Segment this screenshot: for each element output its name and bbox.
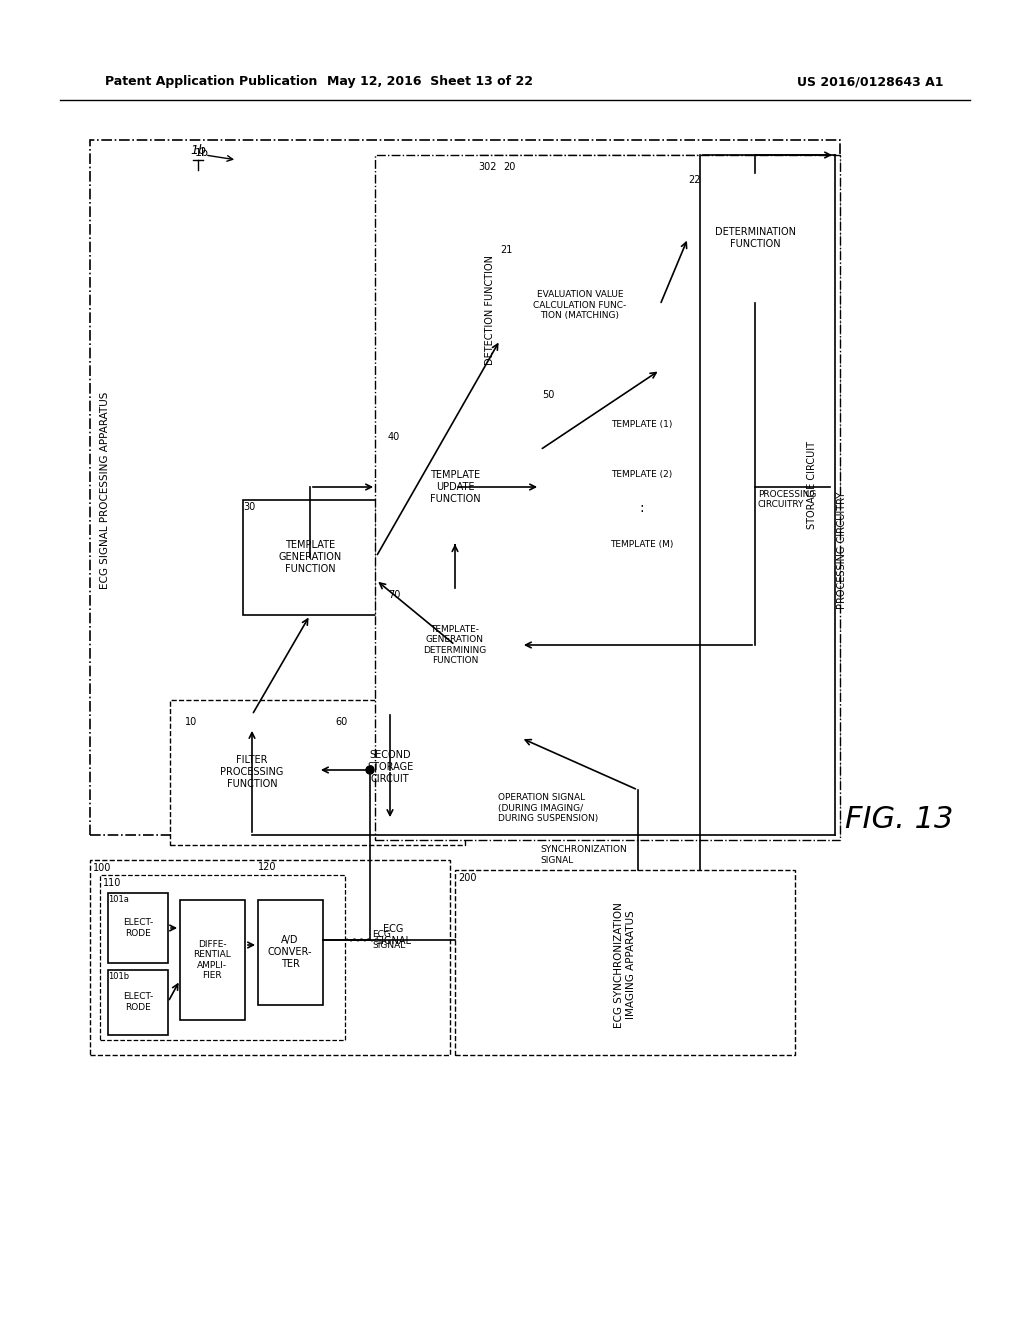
Text: TEMPLATE (2): TEMPLATE (2): [611, 470, 673, 479]
Text: 70: 70: [388, 590, 400, 601]
Text: 1b: 1b: [190, 144, 206, 157]
Text: TEMPLATE (1): TEMPLATE (1): [611, 420, 673, 429]
Text: OPERATION SIGNAL
(DURING IMAGING/
DURING SUSPENSION): OPERATION SIGNAL (DURING IMAGING/ DURING…: [498, 793, 598, 822]
Text: ELECT-
RODE: ELECT- RODE: [123, 993, 154, 1011]
Text: EVALUATION VALUE
CALCULATION FUNC-
TION (MATCHING): EVALUATION VALUE CALCULATION FUNC- TION …: [534, 290, 627, 319]
Bar: [170, 700, 465, 845]
Text: STORAGE CIRCUIT: STORAGE CIRCUIT: [807, 441, 817, 529]
Text: 101a: 101a: [108, 895, 129, 904]
Bar: [335, 715, 445, 820]
Text: 110: 110: [103, 878, 122, 888]
Text: 50: 50: [542, 389, 554, 400]
Text: ELECT-
RODE: ELECT- RODE: [123, 919, 154, 937]
Bar: [375, 154, 840, 840]
Text: ECG SIGNAL PROCESSING APPARATUS: ECG SIGNAL PROCESSING APPARATUS: [100, 391, 110, 589]
Bar: [388, 587, 521, 704]
Text: TEMPLATE-
GENERATION
DETERMINING
FUNCTION: TEMPLATE- GENERATION DETERMINING FUNCTIO…: [423, 624, 486, 665]
Text: A/D
CONVER-
TER: A/D CONVER- TER: [267, 936, 312, 969]
Bar: [108, 894, 168, 964]
Text: PROCESSING
CIRCUITRY: PROCESSING CIRCUITRY: [758, 490, 816, 510]
Text: Patent Application Publication: Patent Application Publication: [105, 75, 317, 88]
Text: 302: 302: [478, 162, 497, 172]
Text: ECG
SIGNAL: ECG SIGNAL: [375, 924, 411, 946]
Text: 40: 40: [388, 432, 400, 442]
Bar: [555, 455, 730, 492]
Bar: [555, 525, 730, 564]
Bar: [478, 154, 836, 450]
Bar: [185, 715, 318, 830]
Text: 200: 200: [458, 873, 476, 883]
Text: 22: 22: [688, 176, 700, 185]
Bar: [258, 900, 323, 1005]
Text: 1b: 1b: [195, 148, 209, 158]
Text: 20: 20: [503, 162, 515, 172]
Bar: [500, 243, 660, 368]
Text: :: :: [640, 502, 644, 515]
Text: 100: 100: [93, 863, 112, 873]
Text: TEMPLATE
UPDATE
FUNCTION: TEMPLATE UPDATE FUNCTION: [430, 470, 480, 504]
Text: ECG
SIGNAL: ECG SIGNAL: [372, 931, 406, 949]
Text: 101b: 101b: [108, 972, 129, 981]
Text: 120: 120: [258, 862, 276, 873]
Text: DIFFE-
RENTIAL
AMPLI-
FIER: DIFFE- RENTIAL AMPLI- FIER: [194, 940, 230, 979]
Text: ECG SYNCHRONIZATION
IMAGING APPARATUS: ECG SYNCHRONIZATION IMAGING APPARATUS: [614, 902, 636, 1028]
Text: 21: 21: [500, 246, 512, 255]
Text: 60: 60: [335, 717, 347, 727]
Text: FIG. 13: FIG. 13: [845, 805, 953, 834]
Bar: [100, 875, 345, 1040]
Bar: [688, 173, 823, 304]
Bar: [90, 861, 450, 1055]
Bar: [90, 140, 840, 836]
Bar: [243, 500, 376, 615]
Bar: [388, 430, 521, 545]
Text: 30: 30: [243, 502, 255, 512]
Text: SYNCHRONIZATION
SIGNAL: SYNCHRONIZATION SIGNAL: [540, 845, 627, 865]
Text: DETECTION FUNCTION: DETECTION FUNCTION: [485, 255, 495, 366]
Text: SECOND
STORAGE
CIRCUIT: SECOND STORAGE CIRCUIT: [367, 750, 413, 784]
Text: PROCESSING CIRCUITRY: PROCESSING CIRCUITRY: [837, 491, 847, 609]
Text: TEMPLATE (M): TEMPLATE (M): [610, 540, 674, 549]
Text: US 2016/0128643 A1: US 2016/0128643 A1: [797, 75, 943, 88]
Bar: [455, 870, 795, 1055]
Bar: [180, 900, 245, 1020]
Bar: [540, 385, 825, 585]
Text: May 12, 2016  Sheet 13 of 22: May 12, 2016 Sheet 13 of 22: [327, 75, 534, 88]
Text: DETERMINATION
FUNCTION: DETERMINATION FUNCTION: [715, 227, 796, 248]
Circle shape: [366, 766, 374, 774]
Bar: [108, 970, 168, 1035]
Text: TEMPLATE
GENERATION
FUNCTION: TEMPLATE GENERATION FUNCTION: [279, 540, 342, 574]
Bar: [555, 405, 730, 444]
Text: FILTER
PROCESSING
FUNCTION: FILTER PROCESSING FUNCTION: [220, 755, 284, 788]
Text: 10: 10: [185, 717, 198, 727]
